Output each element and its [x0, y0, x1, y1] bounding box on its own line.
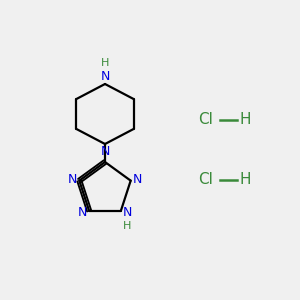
Text: H: H — [101, 58, 109, 68]
Text: H: H — [239, 172, 251, 188]
Text: N: N — [123, 206, 132, 219]
Text: N: N — [78, 206, 87, 219]
Text: Cl: Cl — [198, 172, 213, 188]
Text: H: H — [123, 221, 132, 231]
Text: N: N — [100, 145, 110, 158]
Text: N: N — [68, 173, 77, 186]
Text: Cl: Cl — [198, 112, 213, 128]
Text: N: N — [100, 70, 110, 83]
Text: N: N — [133, 173, 142, 186]
Text: H: H — [239, 112, 251, 128]
